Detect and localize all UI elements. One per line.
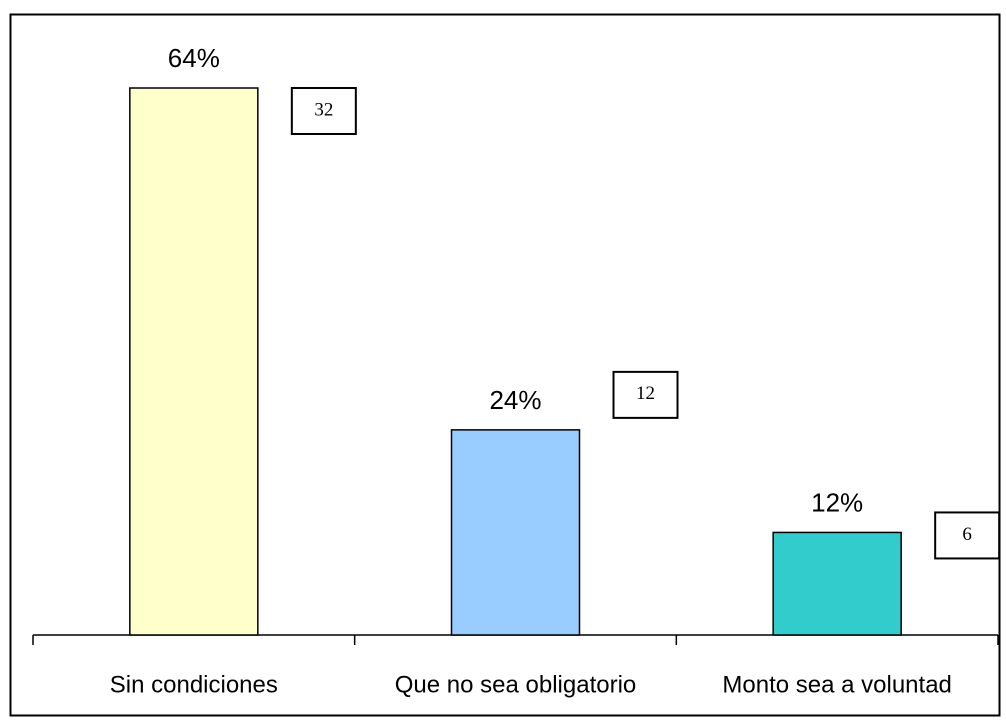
value-label: 24% — [489, 385, 541, 415]
count-label: 6 — [962, 524, 972, 545]
count-label: 12 — [636, 383, 655, 404]
value-label: 64% — [168, 43, 220, 73]
count-box — [934, 511, 1001, 560]
count-box — [290, 87, 357, 135]
count-label: 32 — [314, 99, 333, 120]
bar — [450, 429, 581, 636]
count-box — [612, 370, 679, 419]
x-tick-label: Sin condiciones — [110, 671, 278, 698]
x-tick-label: Monto sea a voluntad — [722, 671, 952, 698]
bar — [772, 531, 902, 636]
value-label: 12% — [811, 487, 863, 517]
bar — [129, 87, 259, 636]
x-tick-label: Que no sea obligatorio — [395, 671, 637, 698]
